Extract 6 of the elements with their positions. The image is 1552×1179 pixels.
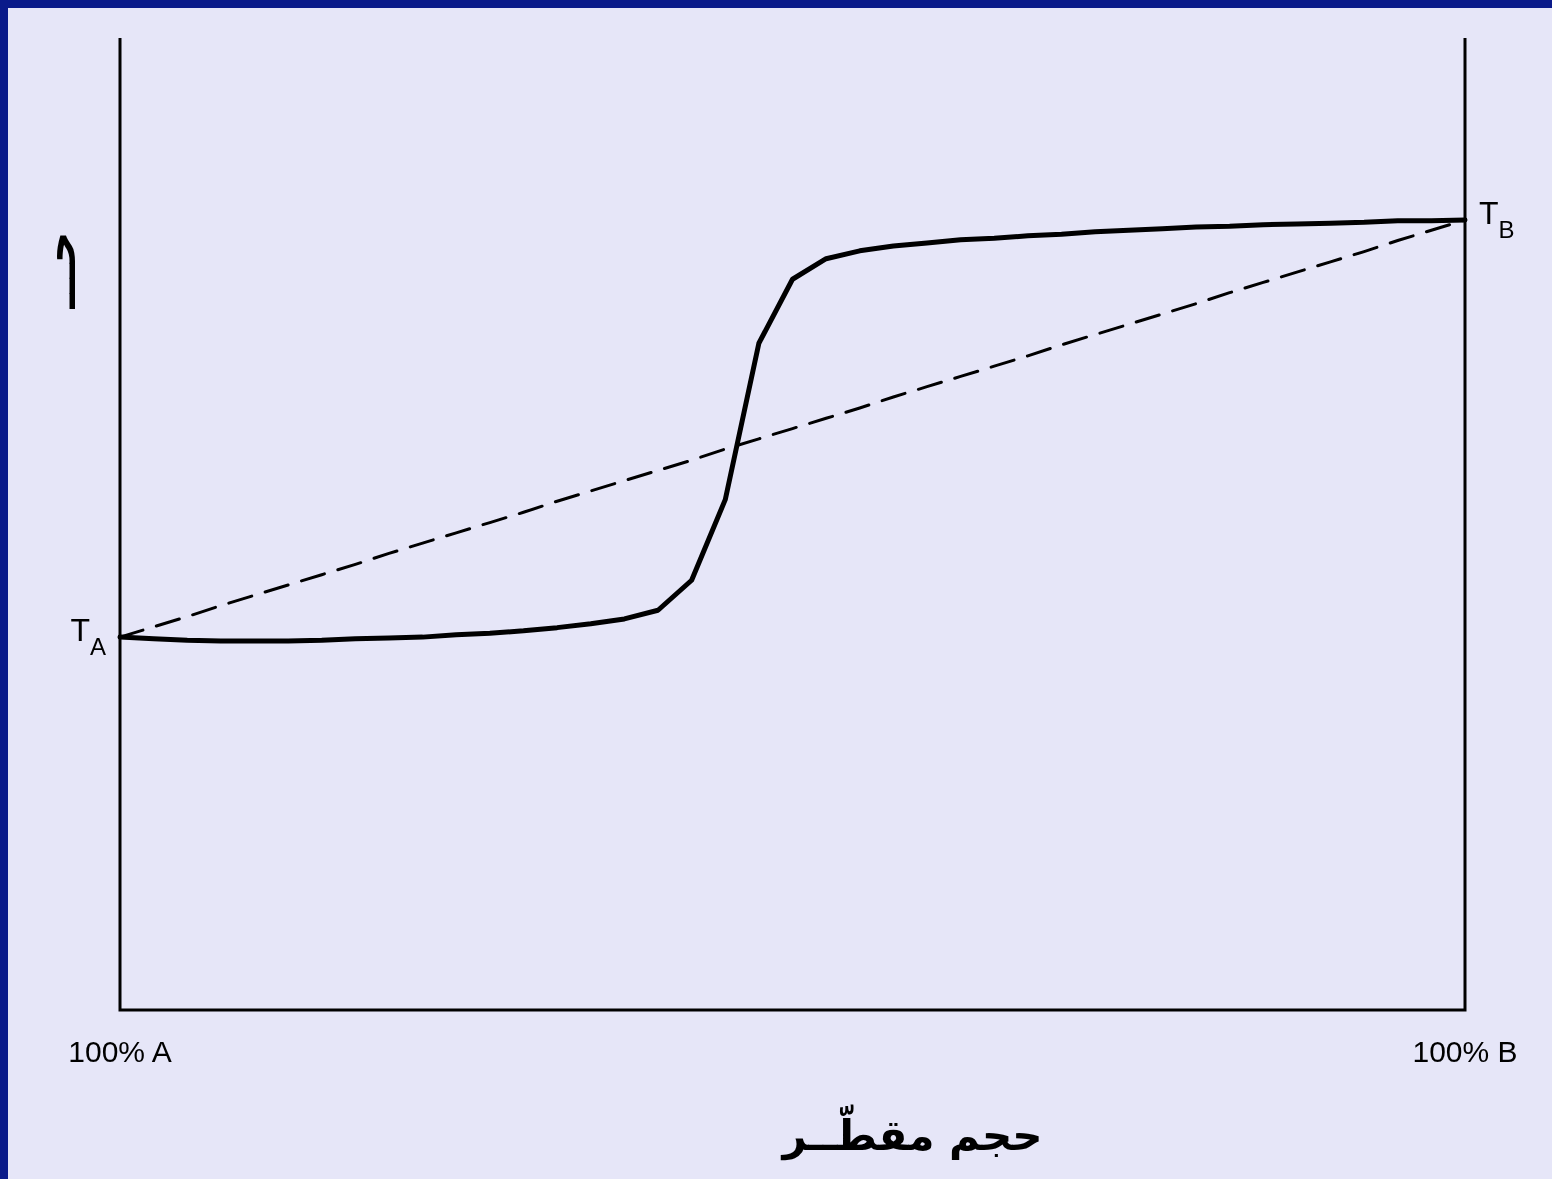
annotation: T$_{B}$ <box>1479 195 1515 243</box>
x-tick-label: 100% B <box>1412 1035 1518 1068</box>
annotation: T$_{A}$ <box>70 612 106 660</box>
y-axis-title: حـــ <box>34 231 85 310</box>
x-tick-label: 100% A <box>68 1035 172 1068</box>
x-axis-title: حجم مقطّــر <box>780 1103 1043 1161</box>
